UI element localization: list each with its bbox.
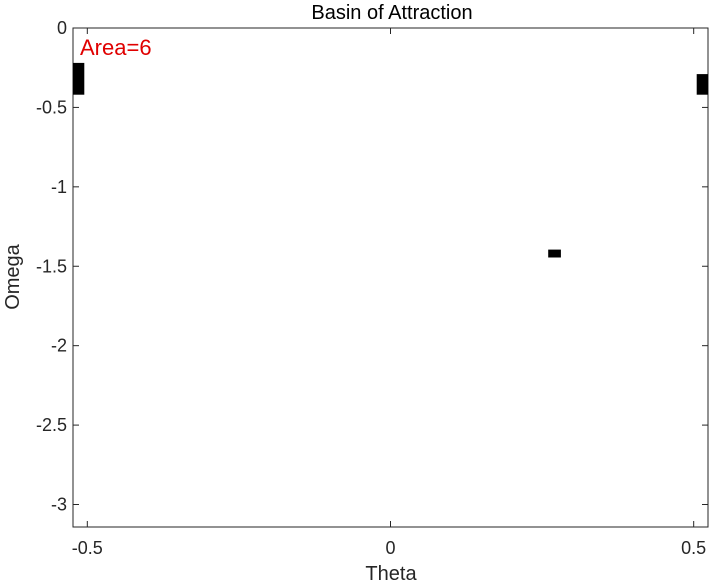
x-tick-label: 0.5 (681, 538, 706, 558)
y-tick-label: -1 (51, 177, 67, 197)
x-axis-label: Theta (365, 563, 417, 584)
y-tick-label: -1.5 (36, 256, 67, 276)
x-tick-label: 0 (385, 538, 395, 558)
chart-title: Basin of Attraction (311, 2, 472, 24)
y-axis-label: Omega (2, 243, 24, 309)
y-tick-label: -2 (51, 336, 67, 356)
x-tick-label: -0.5 (72, 538, 103, 558)
y-axis-ticks: 0 -0.5 -1 -1.5 -2 -2.5 -3 (36, 18, 708, 515)
x-axis-ticks: -0.5 0 0.5 (72, 28, 706, 558)
basin-cell (73, 62, 85, 95)
basin-cell (548, 249, 561, 258)
basin-cell (696, 74, 708, 95)
y-tick-label: -2.5 (36, 415, 67, 435)
area-annotation: Area=6 (80, 35, 152, 60)
basin-cells (73, 62, 708, 258)
y-tick-label: -3 (51, 495, 67, 515)
y-tick-label: 0 (57, 18, 67, 38)
plot-area: -0.5 0 0.5 0 -0.5 -1 -1.5 -2 -2.5 -3 (36, 18, 709, 558)
plot-frame (72, 27, 709, 528)
y-tick-label: -0.5 (36, 97, 67, 117)
